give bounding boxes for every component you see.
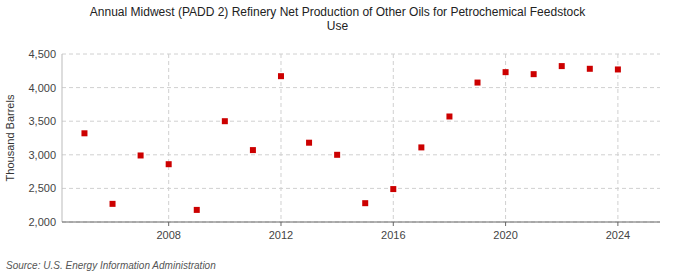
point xyxy=(446,113,452,119)
x-tick-label: 2020 xyxy=(493,229,517,241)
y-grid-line xyxy=(62,54,660,55)
point xyxy=(110,201,116,207)
y-grid-line xyxy=(62,87,660,88)
x-tick-label: 2024 xyxy=(606,229,630,241)
x-grid-line xyxy=(168,54,169,222)
point xyxy=(390,186,396,192)
point xyxy=(222,118,228,124)
x-tick xyxy=(168,222,169,226)
point xyxy=(418,144,424,150)
y-grid-line xyxy=(62,188,660,189)
x-axis: 2008 2012 2016 2020 2024 xyxy=(62,222,660,241)
point xyxy=(81,130,87,136)
point xyxy=(334,152,340,158)
source-note: Source: U.S. Energy Information Administ… xyxy=(6,260,216,271)
y-tick-label: 3,500 xyxy=(28,115,56,127)
y-axis-line xyxy=(62,54,63,222)
y-tick-label: 3,000 xyxy=(28,149,56,161)
x-axis-line xyxy=(62,222,660,223)
point xyxy=(362,200,368,206)
chart-svg: Annual Midwest (PADD 2) Refinery Net Pro… xyxy=(0,0,675,275)
x-grid-line xyxy=(280,54,281,222)
y-grid-line xyxy=(62,154,660,155)
x-tick-label: 2016 xyxy=(381,229,405,241)
point xyxy=(531,71,537,77)
y-axis: 2,000 2,500 3,000 3,500 4,000 4,500 xyxy=(28,48,62,228)
point xyxy=(138,152,144,158)
x-tick-label: 2012 xyxy=(269,229,293,241)
point xyxy=(194,207,200,213)
y-grid-line xyxy=(62,121,660,122)
point xyxy=(250,147,256,153)
y-grid-line xyxy=(62,222,660,223)
grid xyxy=(62,54,660,222)
y-tick-label: 4,500 xyxy=(28,48,56,60)
point xyxy=(166,161,172,167)
point xyxy=(475,80,481,86)
x-tick-label: 2008 xyxy=(156,229,180,241)
point xyxy=(615,66,621,72)
point xyxy=(278,73,284,79)
y-tick-label: 2,500 xyxy=(28,182,56,194)
x-grid-line xyxy=(505,54,506,222)
x-tick xyxy=(280,222,281,226)
point xyxy=(306,140,312,146)
x-grid-line xyxy=(393,54,394,222)
chart-title: Annual Midwest (PADD 2) Refinery Net Pro… xyxy=(90,5,586,33)
point xyxy=(587,66,593,72)
x-tick xyxy=(617,222,618,226)
x-tick xyxy=(393,222,394,226)
y-axis-label: Thousand Barrels xyxy=(4,94,16,181)
x-tick xyxy=(505,222,506,226)
y-tick-label: 2,000 xyxy=(28,216,56,228)
point xyxy=(503,69,509,75)
points xyxy=(81,63,620,213)
point xyxy=(559,63,565,69)
y-tick-label: 4,000 xyxy=(28,82,56,94)
x-grid-line xyxy=(617,54,618,222)
